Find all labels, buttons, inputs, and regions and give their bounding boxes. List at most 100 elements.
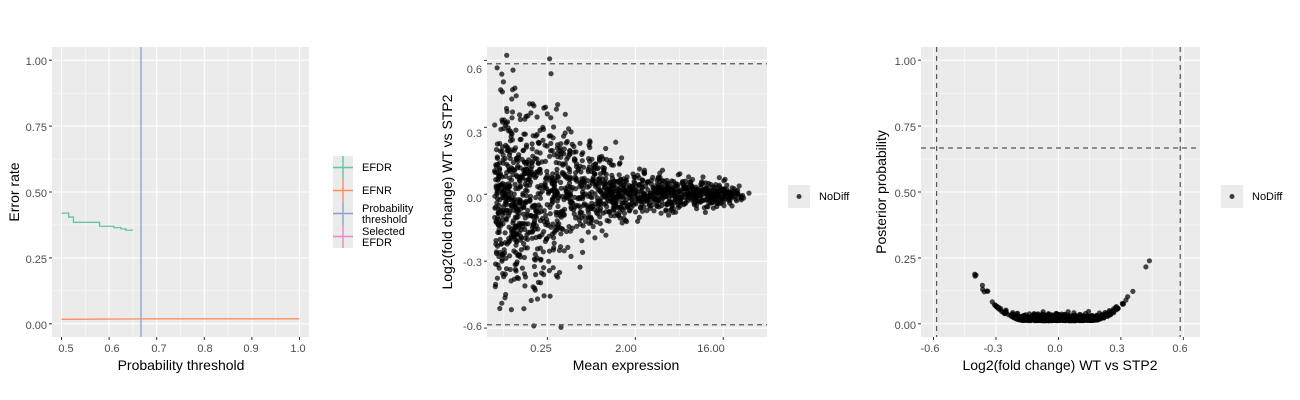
data-point bbox=[601, 193, 607, 199]
data-point bbox=[547, 56, 553, 62]
data-point bbox=[597, 220, 603, 227]
data-point bbox=[541, 208, 547, 214]
data-point bbox=[500, 194, 506, 200]
data-point bbox=[531, 263, 538, 270]
data-point bbox=[577, 221, 584, 227]
data-point bbox=[517, 112, 523, 118]
legend-label-efdr: EFDR bbox=[362, 162, 392, 174]
data-point bbox=[559, 169, 566, 176]
data-point bbox=[1066, 317, 1072, 323]
data-point bbox=[548, 71, 554, 77]
data-point bbox=[596, 158, 603, 164]
data-point bbox=[732, 193, 738, 199]
x-axis-label: Probability threshold bbox=[118, 357, 245, 373]
y-tick-label: -0.6 bbox=[463, 321, 482, 333]
data-point bbox=[588, 220, 594, 226]
data-point bbox=[659, 167, 666, 173]
data-point bbox=[671, 192, 677, 198]
data-point bbox=[629, 197, 635, 203]
data-point bbox=[632, 187, 638, 193]
efdr-line bbox=[61, 212, 133, 231]
data-point bbox=[548, 224, 554, 230]
x-tick-label: 2.00 bbox=[615, 343, 636, 355]
data-point bbox=[1120, 301, 1127, 307]
data-point bbox=[595, 165, 601, 171]
legend: EFDR EFNR Probability threshold Selected E… bbox=[333, 156, 414, 249]
data-point bbox=[513, 93, 519, 99]
x-tick-label: 0.8 bbox=[197, 343, 212, 355]
data-point bbox=[1030, 313, 1036, 319]
y-tick-label: 0.00 bbox=[895, 320, 916, 332]
legend-label-line: EFDR bbox=[362, 237, 392, 249]
data-point bbox=[609, 193, 616, 199]
data-point bbox=[523, 221, 529, 227]
data-point bbox=[576, 214, 582, 220]
data-point bbox=[550, 171, 556, 177]
scatter-points bbox=[972, 258, 1152, 324]
data-point bbox=[537, 245, 544, 251]
data-point bbox=[571, 211, 577, 217]
data-point bbox=[714, 201, 720, 207]
data-point bbox=[542, 158, 549, 164]
data-point bbox=[690, 185, 696, 191]
data-point bbox=[537, 150, 543, 156]
data-point bbox=[635, 172, 641, 178]
data-point bbox=[529, 229, 536, 235]
data-point bbox=[619, 155, 625, 161]
data-point bbox=[493, 183, 499, 189]
data-point bbox=[494, 161, 501, 167]
data-point bbox=[517, 252, 523, 258]
legend-label-selected-efdr: Selected EFDR bbox=[362, 226, 405, 249]
x-tick-label: 0.3 bbox=[1109, 343, 1124, 355]
x-axis-label: Log2(fold change) WT vs STP2 bbox=[962, 357, 1157, 373]
y-tick-label: 0.75 bbox=[895, 122, 916, 134]
data-point bbox=[540, 124, 546, 130]
data-point bbox=[502, 250, 508, 256]
error-rate-plot: 0.5 0.6 0.7 0.8 0.9 1.0 0.00 0.25 0.50 0… bbox=[6, 47, 414, 373]
data-point bbox=[556, 221, 562, 227]
data-point bbox=[588, 168, 594, 174]
data-point bbox=[587, 158, 593, 164]
x-tick-label: 0.0 bbox=[1047, 343, 1062, 355]
data-point bbox=[544, 202, 550, 208]
ma-plot: 0.25 2.00 16.00 -0.6 -0.3 0.0 0.3 0.6 Me… bbox=[439, 47, 850, 373]
data-point bbox=[541, 265, 547, 271]
data-point bbox=[550, 265, 556, 271]
data-point bbox=[529, 146, 535, 152]
data-point bbox=[1012, 313, 1018, 319]
data-point bbox=[536, 210, 542, 216]
data-point bbox=[646, 201, 652, 207]
data-point bbox=[689, 176, 696, 183]
data-point bbox=[531, 103, 537, 109]
data-point bbox=[1106, 312, 1113, 318]
y-tick-label: 0.50 bbox=[26, 188, 47, 200]
data-point bbox=[535, 160, 541, 166]
data-point bbox=[660, 190, 666, 197]
data-point bbox=[645, 187, 651, 193]
data-point bbox=[700, 174, 706, 180]
data-point bbox=[535, 139, 541, 145]
data-point bbox=[517, 165, 523, 171]
data-point bbox=[617, 215, 623, 221]
reference-lines bbox=[487, 63, 767, 326]
data-point bbox=[502, 230, 508, 236]
data-point bbox=[702, 186, 709, 192]
data-point bbox=[1102, 312, 1108, 319]
data-point bbox=[524, 188, 530, 194]
y-tick-label: 0.25 bbox=[895, 254, 916, 266]
data-point bbox=[519, 265, 526, 271]
legend-label-nodiff: NoDiff bbox=[819, 191, 850, 203]
data-point bbox=[495, 229, 501, 236]
data-point bbox=[492, 122, 498, 128]
x-tick-label: 0.9 bbox=[243, 343, 258, 355]
data-point bbox=[537, 218, 544, 224]
data-point bbox=[540, 249, 546, 255]
data-point bbox=[624, 218, 630, 225]
data-point bbox=[494, 275, 500, 281]
data-point bbox=[558, 209, 564, 215]
data-point bbox=[624, 204, 630, 210]
data-point bbox=[539, 232, 545, 238]
data-point bbox=[509, 202, 515, 208]
data-point bbox=[568, 253, 574, 259]
data-point bbox=[544, 172, 550, 179]
